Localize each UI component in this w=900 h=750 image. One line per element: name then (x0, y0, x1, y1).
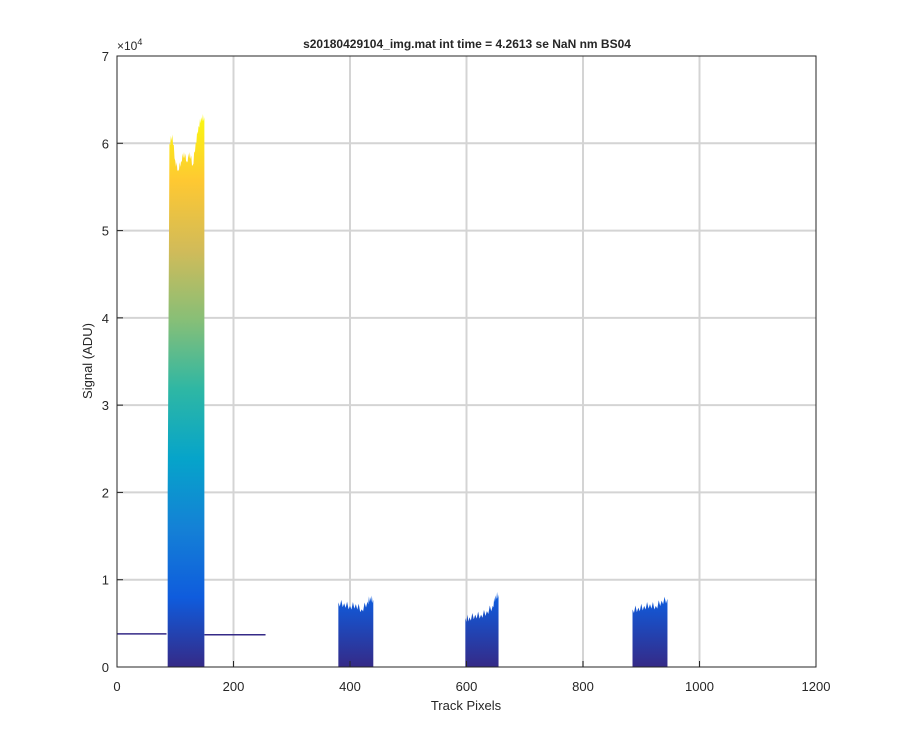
signal-peak (338, 595, 374, 667)
y-tick-label: 2 (102, 485, 109, 500)
x-tick-label: 400 (339, 679, 361, 694)
signal-peak (465, 591, 499, 667)
x-tick-label: 1000 (685, 679, 714, 694)
grid (117, 56, 816, 667)
y-tick-label: 3 (102, 398, 109, 413)
y-tick-label: 7 (102, 49, 109, 64)
y-tick-label: 5 (102, 224, 109, 239)
y-axis-label: Signal (ADU) (80, 323, 95, 399)
y-exponent-label: ×104 (117, 37, 142, 53)
x-axis-label: Track Pixels (431, 698, 502, 713)
x-tick-label: 0 (113, 679, 120, 694)
y-tick-label: 0 (102, 660, 109, 675)
y-tick-label: 4 (102, 311, 109, 326)
data-layer (117, 114, 668, 667)
x-tick-label: 200 (223, 679, 245, 694)
x-axis-ticks: 0 200 400 600 800 1000 1200 (113, 661, 830, 694)
x-tick-label: 1200 (802, 679, 831, 694)
chart-title: s20180429104_img.mat int time = 4.2613 s… (303, 37, 631, 51)
x-tick-label: 800 (572, 679, 594, 694)
y-axis-ticks: 0 1 2 3 4 5 6 7 (102, 49, 123, 675)
signal-peak (167, 114, 205, 667)
y-tick-label: 1 (102, 573, 109, 588)
signal-peak (632, 596, 668, 667)
y-tick-label: 6 (102, 136, 109, 151)
x-tick-label: 600 (456, 679, 478, 694)
